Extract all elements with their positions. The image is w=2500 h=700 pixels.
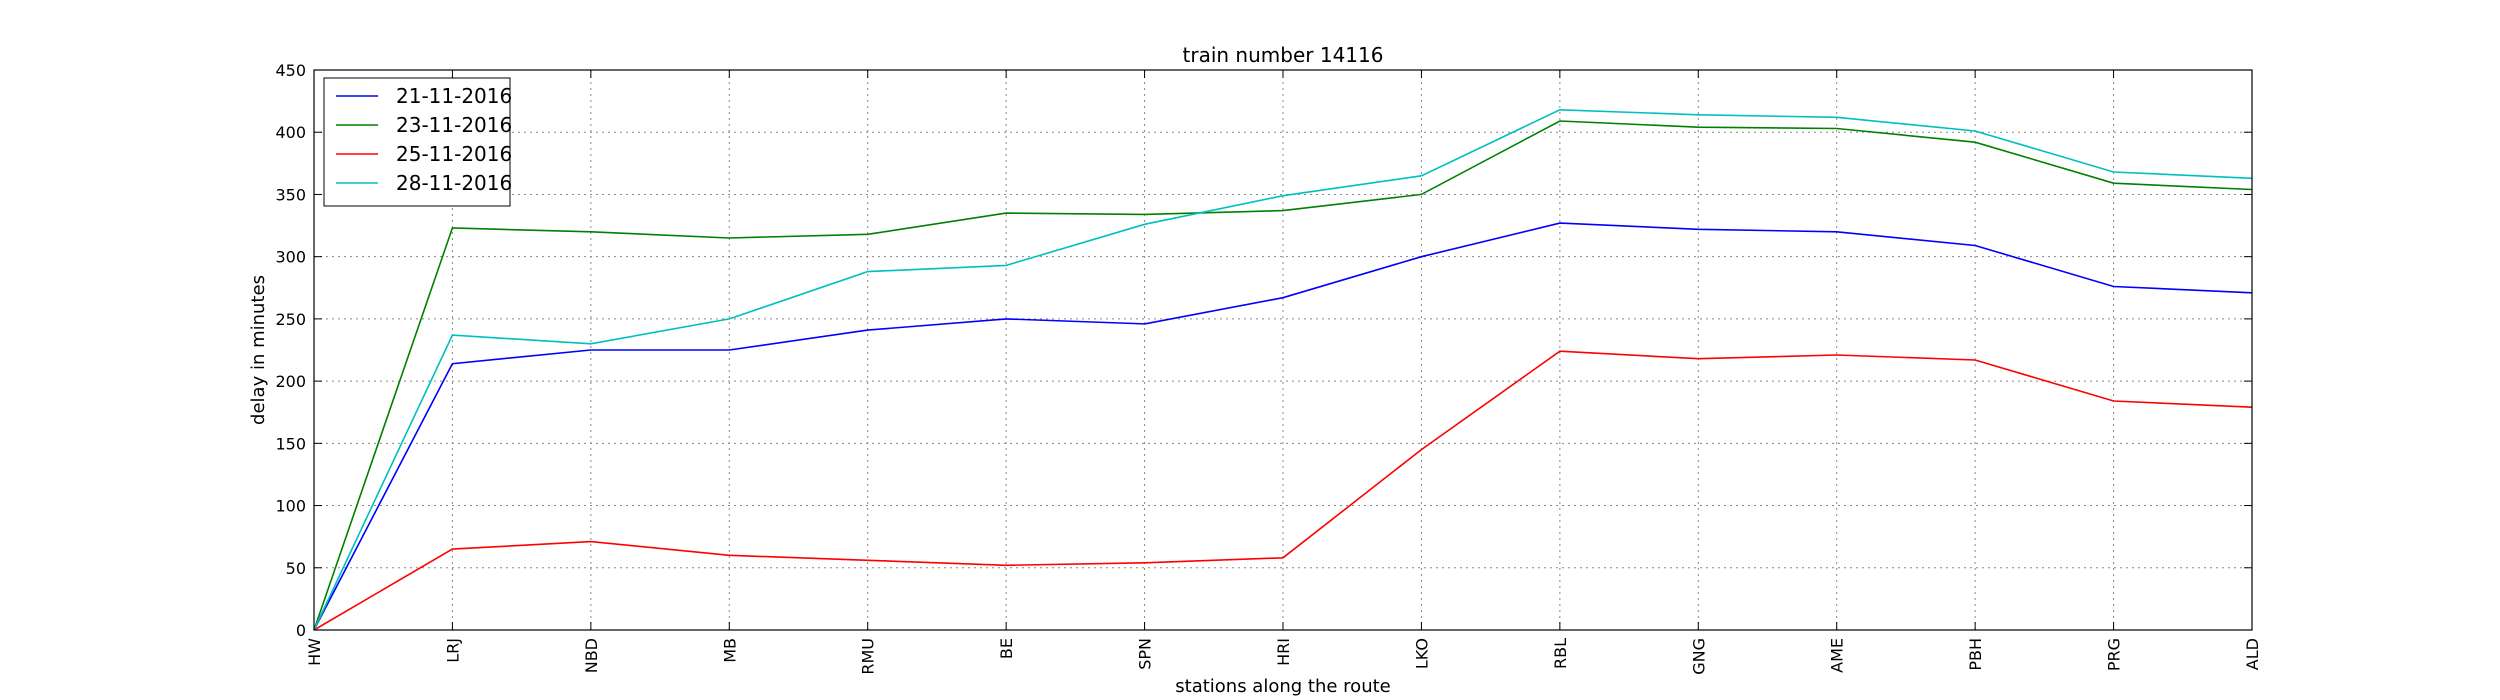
series-lines (313, 108, 2253, 631)
x-tick-label: NBD (582, 638, 601, 673)
chart-title: train number 14116 (1183, 43, 1384, 67)
x-tick-label: HW (305, 638, 324, 666)
y-tick-label: 100 (275, 497, 306, 516)
y-tick-label: 0 (296, 621, 306, 640)
legend-label: 23-11-2016 (396, 113, 512, 137)
y-tick-label: 450 (275, 61, 306, 80)
x-tick-label: GNG (1689, 638, 1708, 675)
series-line-23-11-2016 (313, 120, 2253, 631)
axis-ticks: 0 50 100 150 200 250 300 350 400 450 HW LRJ NBD MB RMU… (275, 61, 2262, 675)
series-line-21-11-2016 (313, 222, 2253, 631)
x-tick-label: BE (997, 638, 1016, 659)
x-tick-label: LKO (1412, 638, 1431, 669)
legend-label: 21-11-2016 (396, 84, 512, 108)
legend-box (323, 77, 511, 207)
x-tick-label: RMU (859, 638, 878, 675)
x-tick-label: HRI (1274, 638, 1293, 666)
x-axis-label: stations along the route (1175, 676, 1390, 697)
x-tick-label: ALD (2243, 638, 2262, 670)
y-tick-label: 400 (275, 123, 306, 142)
legend-label: 25-11-2016 (396, 142, 512, 166)
x-tick-label: MB (720, 638, 739, 663)
x-tick-label: LRJ (443, 638, 462, 663)
x-tick-label: SPN (1136, 638, 1155, 670)
x-tick-label: PBH (1966, 638, 1985, 671)
y-tick-label: 200 (275, 372, 306, 391)
series-line-28-11-2016 (313, 108, 2253, 631)
y-tick-label: 50 (286, 559, 306, 578)
legend: 21-11-2016 23-11-2016 25-11-2016 28-11-2016 (323, 77, 512, 207)
y-axis-label: delay in minutes (248, 275, 269, 425)
series-line-25-11-2016 (313, 350, 2253, 631)
grid-lines (314, 70, 2252, 630)
y-tick-label: 150 (275, 434, 306, 453)
y-tick-label: 300 (275, 248, 306, 267)
x-tick-label: AME (1828, 638, 1847, 673)
legend-label: 28-11-2016 (396, 171, 512, 195)
y-tick-label: 250 (275, 310, 306, 329)
y-tick-label: 350 (275, 185, 306, 204)
x-tick-label: PRG (2105, 638, 2124, 671)
x-tick-label: RBL (1551, 638, 1570, 669)
